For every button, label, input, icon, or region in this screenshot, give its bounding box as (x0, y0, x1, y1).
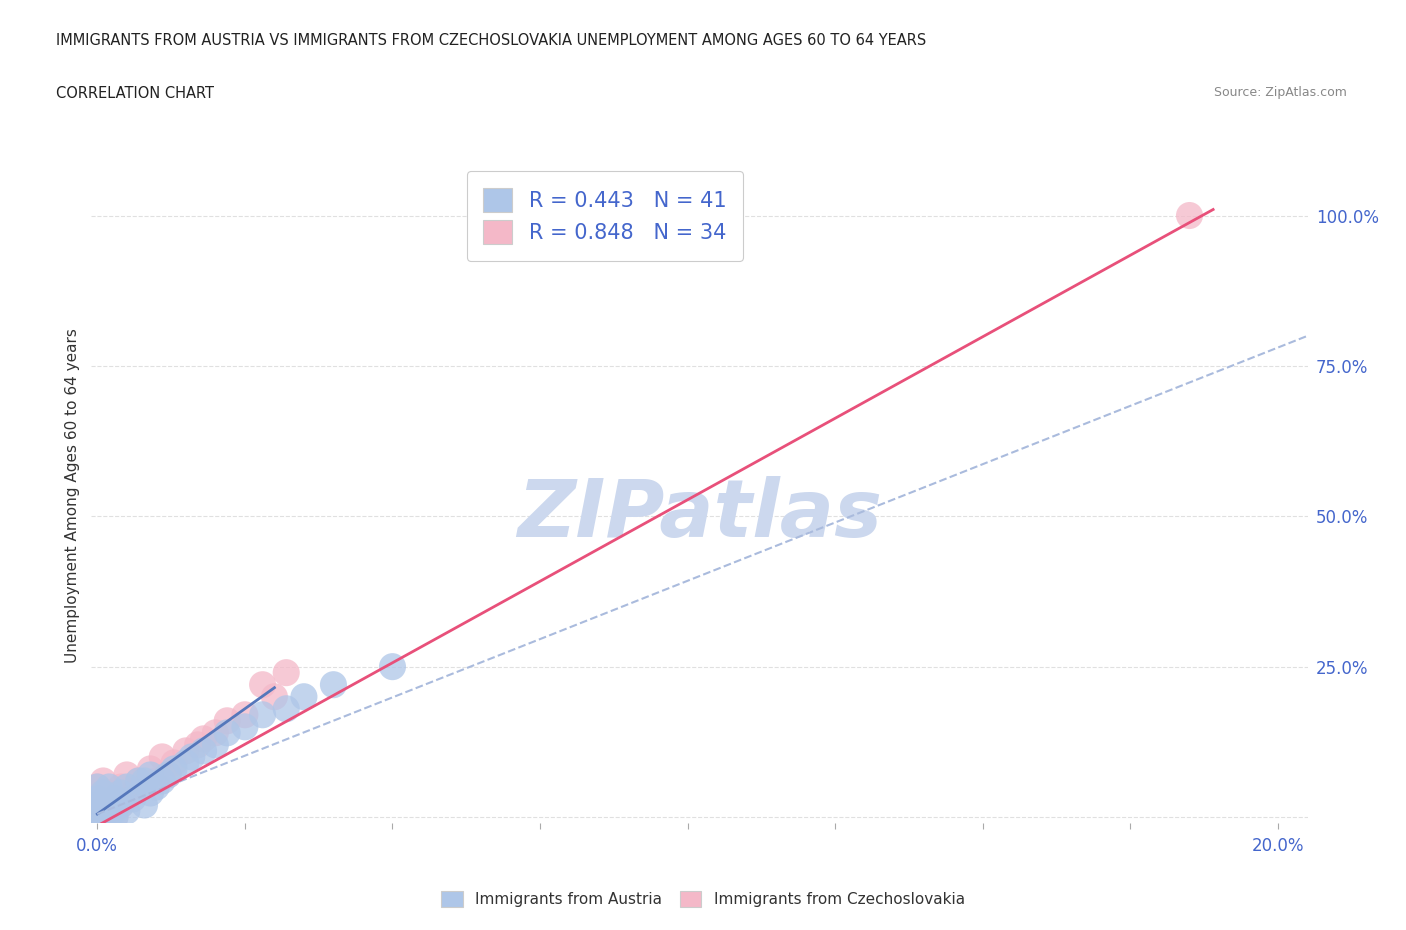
Y-axis label: Unemployment Among Ages 60 to 64 years: Unemployment Among Ages 60 to 64 years (65, 327, 80, 663)
Point (217, 713, 239, 728)
Point (86, 810, 108, 825)
Point (1178, 208, 1201, 223)
Point (174, 743, 197, 758)
Point (104, 791, 127, 806)
Point (276, 701, 298, 716)
Point (98, 810, 121, 825)
Point (91, 774, 114, 789)
Point (163, 762, 186, 777)
Point (145, 774, 167, 789)
Point (157, 767, 180, 782)
Point (157, 767, 180, 782)
Point (233, 720, 256, 735)
Point (193, 731, 215, 746)
Point (134, 798, 156, 813)
Point (91, 810, 114, 825)
Point (150, 750, 173, 764)
Point (217, 725, 239, 740)
Point (104, 791, 127, 806)
Point (98, 786, 121, 801)
Point (381, 659, 404, 674)
Point (104, 804, 127, 818)
Point (276, 665, 298, 680)
Point (139, 767, 162, 782)
Point (110, 786, 132, 801)
Point (252, 677, 274, 692)
Point (193, 743, 215, 758)
Point (104, 810, 127, 825)
Point (163, 755, 186, 770)
Point (115, 791, 138, 806)
Point (128, 774, 150, 789)
Point (292, 689, 315, 704)
Point (252, 708, 274, 723)
Point (110, 798, 132, 813)
Point (98, 804, 121, 818)
Point (86, 791, 108, 806)
Point (134, 779, 156, 794)
Point (110, 779, 132, 794)
Point (104, 810, 127, 825)
Point (115, 779, 138, 794)
Point (86, 798, 108, 813)
Point (86, 804, 108, 818)
Point (187, 737, 209, 752)
Point (86, 804, 108, 818)
Point (145, 779, 167, 794)
Legend: Immigrants from Austria, Immigrants from Czechoslovakia: Immigrants from Austria, Immigrants from… (433, 884, 973, 915)
Point (263, 689, 285, 704)
Text: ZIPatlas: ZIPatlas (517, 476, 882, 554)
Point (115, 804, 138, 818)
Point (121, 791, 143, 806)
Point (174, 755, 197, 770)
Point (91, 798, 114, 813)
Point (134, 774, 156, 789)
Text: CORRELATION CHART: CORRELATION CHART (56, 86, 214, 100)
Point (110, 798, 132, 813)
Point (233, 708, 256, 723)
Point (86, 810, 108, 825)
Point (115, 767, 138, 782)
Point (128, 774, 150, 789)
Point (86, 779, 108, 794)
Point (150, 774, 173, 789)
Point (121, 786, 143, 801)
Point (91, 810, 114, 825)
Point (180, 750, 202, 764)
Point (86, 798, 108, 813)
Point (204, 725, 226, 740)
Text: IMMIGRANTS FROM AUSTRIA VS IMMIGRANTS FROM CZECHOSLOVAKIA UNEMPLOYMENT AMONG AGE: IMMIGRANTS FROM AUSTRIA VS IMMIGRANTS FR… (56, 33, 927, 47)
Point (204, 737, 226, 752)
Point (91, 804, 114, 818)
Point (91, 786, 114, 801)
Point (98, 779, 121, 794)
Point (86, 791, 108, 806)
Point (139, 786, 162, 801)
Point (86, 810, 108, 825)
Point (98, 798, 121, 813)
Point (139, 762, 162, 777)
Text: Source: ZipAtlas.com: Source: ZipAtlas.com (1213, 86, 1347, 99)
Point (322, 677, 344, 692)
Point (91, 798, 114, 813)
Point (86, 779, 108, 794)
Legend: R = 0.443   N = 41, R = 0.848   N = 34: R = 0.443 N = 41, R = 0.848 N = 34 (467, 171, 744, 261)
